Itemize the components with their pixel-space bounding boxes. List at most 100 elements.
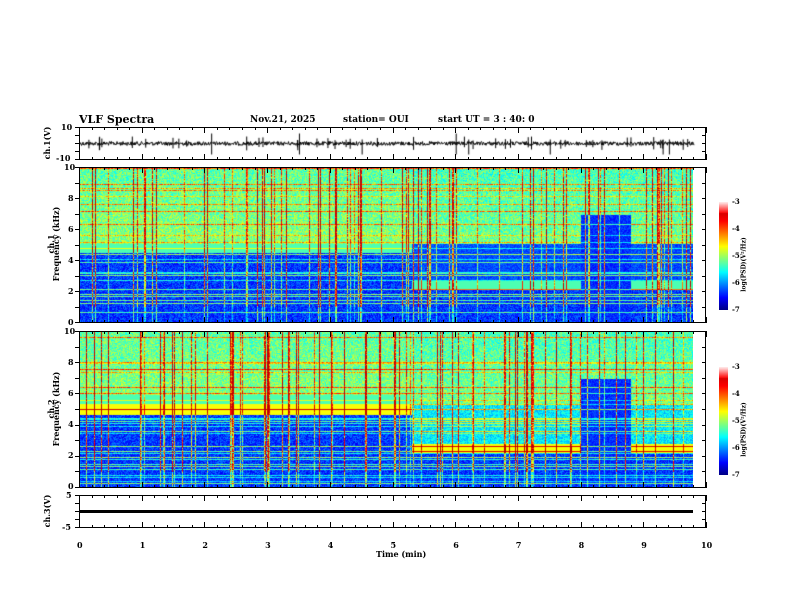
tick-mark [643, 495, 644, 501]
tick-mark [393, 154, 394, 160]
tick-mark [117, 495, 118, 498]
tick-mark [330, 482, 331, 488]
tick-mark [75, 229, 79, 230]
tick-mark [292, 525, 293, 528]
tick-mark [75, 471, 79, 472]
x-tick-label: 6 [453, 540, 459, 550]
x-tick-label: 1 [139, 540, 146, 550]
tick-mark [75, 183, 79, 184]
tick-mark [430, 495, 431, 498]
spec2-ytick-6: 6 [68, 388, 74, 398]
tick-mark [229, 331, 230, 334]
tick-mark [668, 331, 669, 334]
tick-mark [242, 495, 243, 498]
ch3-ylabel: ch.3(V) [42, 494, 52, 528]
ch3-waveform-panel [79, 495, 706, 528]
tick-mark [179, 157, 180, 160]
tick-mark [192, 495, 193, 498]
tick-mark [493, 320, 494, 323]
tick-mark [104, 320, 105, 323]
tick-mark [702, 487, 706, 488]
tick-mark [355, 495, 356, 498]
tick-mark [556, 127, 557, 130]
tick-mark [706, 127, 707, 133]
cbar1-label: log(PSD)(V²/Hz) [740, 237, 748, 292]
tick-mark [204, 495, 205, 501]
tick-mark [129, 167, 130, 170]
tick-mark [668, 495, 669, 498]
tick-mark [668, 157, 669, 160]
cbar2-tick-m7: -7 [732, 470, 740, 479]
tick-mark [142, 317, 143, 323]
tick-mark [702, 527, 706, 528]
tick-mark [505, 525, 506, 528]
tick-mark [702, 393, 706, 394]
tick-mark [706, 154, 707, 160]
x-tick-label: 3 [265, 540, 271, 550]
tick-mark [167, 157, 168, 160]
tick-mark [468, 485, 469, 488]
tick-mark [702, 167, 706, 168]
tick-mark [668, 167, 669, 170]
tick-mark [430, 525, 431, 528]
tick-mark [79, 482, 80, 488]
tick-mark [693, 127, 694, 130]
tick-mark [367, 525, 368, 528]
tick-mark [305, 157, 306, 160]
tick-mark [242, 157, 243, 160]
tick-mark [468, 525, 469, 528]
tick-mark [468, 167, 469, 170]
tick-mark [418, 167, 419, 170]
tick-mark [656, 495, 657, 498]
tick-mark [618, 331, 619, 334]
tick-mark [556, 495, 557, 498]
tick-mark [702, 183, 706, 184]
tick-mark [518, 482, 519, 488]
cbar2-label: log(PSD)(V²/Hz) [740, 402, 748, 457]
tick-mark [292, 495, 293, 498]
tick-mark [92, 320, 93, 323]
tick-mark [229, 320, 230, 323]
tick-mark [305, 127, 306, 130]
tick-mark [518, 495, 519, 501]
tick-mark [380, 320, 381, 323]
tick-mark [693, 331, 694, 334]
tick-mark [367, 331, 368, 334]
tick-mark [702, 409, 706, 410]
tick-mark [480, 485, 481, 488]
tick-mark [292, 167, 293, 170]
tick-mark [75, 378, 79, 379]
tick-mark [75, 331, 79, 332]
tick-mark [229, 525, 230, 528]
tick-mark [92, 167, 93, 170]
tick-mark [393, 331, 394, 337]
tick-mark [142, 522, 143, 528]
tick-mark [418, 525, 419, 528]
tick-mark [702, 456, 706, 457]
tick-mark [443, 495, 444, 498]
tick-mark [217, 525, 218, 528]
tick-mark [702, 143, 706, 144]
tick-mark [581, 127, 582, 133]
tick-mark [217, 495, 218, 498]
tick-mark [405, 495, 406, 498]
tick-mark [493, 127, 494, 130]
tick-mark [702, 198, 706, 199]
tick-mark [606, 485, 607, 488]
tick-mark [129, 495, 130, 498]
tick-mark [330, 167, 331, 173]
tick-mark [455, 167, 456, 173]
tick-mark [702, 347, 706, 348]
tick-mark [543, 495, 544, 498]
tick-mark [443, 331, 444, 334]
tick-mark [92, 157, 93, 160]
tick-mark [668, 525, 669, 528]
tick-mark [693, 495, 694, 498]
tick-mark [556, 167, 557, 170]
x-tick-label: 4 [327, 540, 334, 550]
tick-mark [493, 525, 494, 528]
tick-mark [505, 485, 506, 488]
tick-mark [179, 320, 180, 323]
tick-mark [455, 154, 456, 160]
ch1-ytick-bottom: -10 [56, 153, 71, 163]
